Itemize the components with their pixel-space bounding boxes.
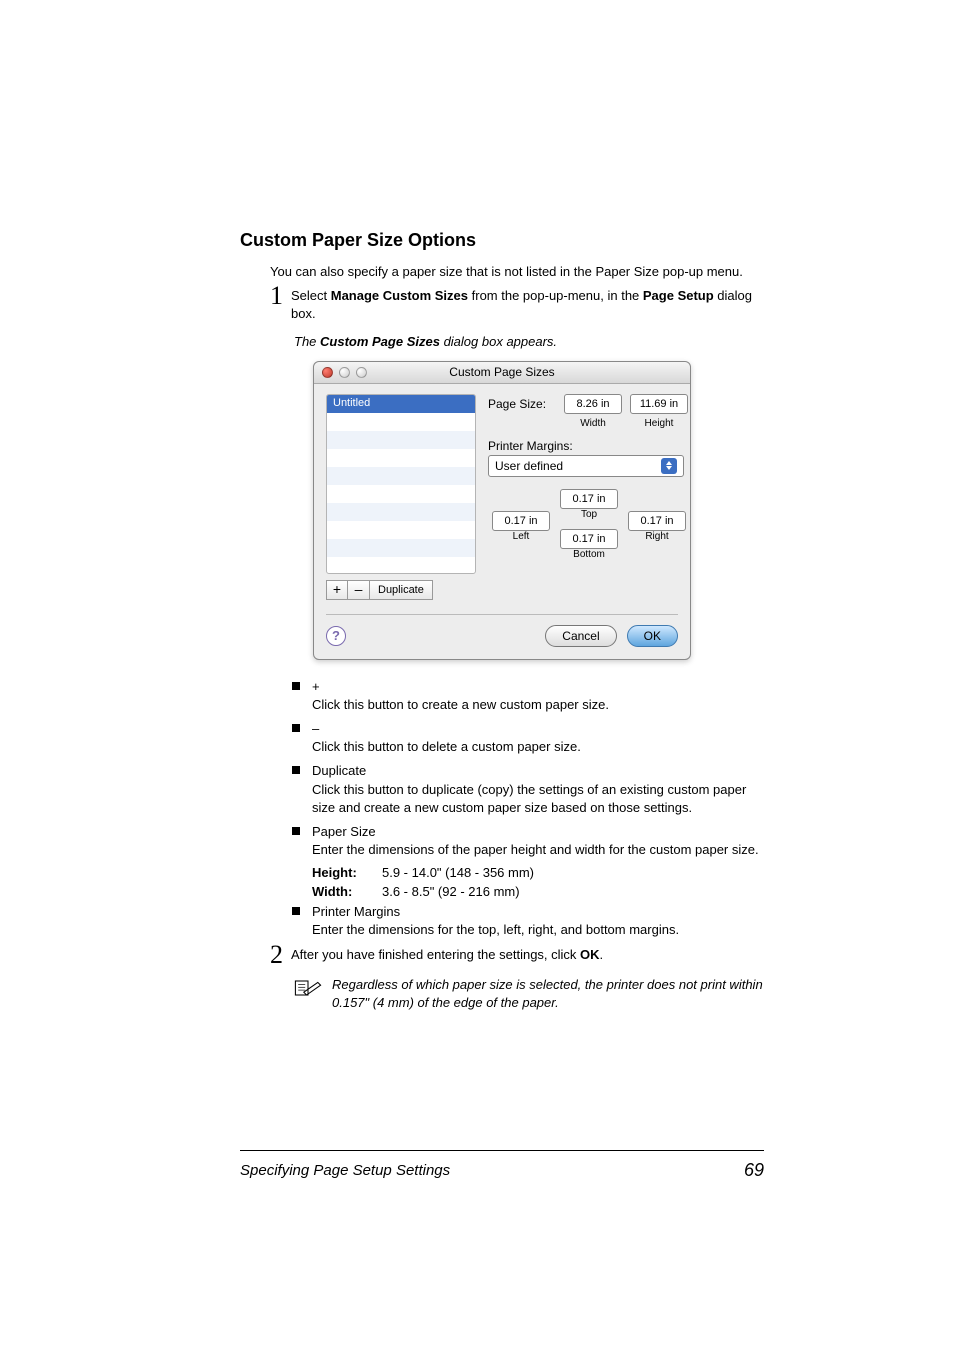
width-input[interactable]: 8.26 in xyxy=(564,394,622,414)
page-number: 69 xyxy=(744,1160,764,1181)
step-1-text: Select Manage Custom Sizes from the pop-… xyxy=(291,287,764,323)
margin-top-label: Top xyxy=(560,509,618,520)
bullet-plus-body: Click this button to create a new custom… xyxy=(312,696,764,714)
width-label: Width xyxy=(564,418,622,429)
printer-margins-label: Printer Margins: xyxy=(488,439,688,453)
ok-button[interactable]: OK xyxy=(627,625,678,647)
bullet-icon xyxy=(292,724,300,732)
bullet-margins-body: Enter the dimensions for the top, left, … xyxy=(312,921,764,939)
bullet-icon xyxy=(292,827,300,835)
step-2: 2 After you have finished entering the s… xyxy=(270,946,764,968)
custom-page-sizes-dialog: Custom Page Sizes Untitled xyxy=(313,361,691,660)
help-button[interactable]: ? xyxy=(326,626,346,646)
note-icon xyxy=(294,978,322,998)
remove-button[interactable]: – xyxy=(348,580,370,600)
intro-text: You can also specify a paper size that i… xyxy=(270,263,764,281)
bullet-minus-head: – xyxy=(312,720,764,738)
bullet-dup-body: Click this button to duplicate (copy) th… xyxy=(312,781,764,817)
options-list: + Click this button to create a new cust… xyxy=(292,678,764,860)
margin-right-label: Right xyxy=(628,531,686,542)
step-1: 1 Select Manage Custom Sizes from the po… xyxy=(270,287,764,323)
size-list[interactable]: Untitled xyxy=(326,394,476,574)
footer-rule xyxy=(240,1150,764,1151)
page-size-label: Page Size: xyxy=(488,397,556,411)
bullet-icon xyxy=(292,907,300,915)
height-label: Height xyxy=(630,418,688,429)
page-footer: Specifying Page Setup Settings 69 xyxy=(240,1160,764,1181)
note: Regardless of which paper size is select… xyxy=(294,976,764,1012)
footer-title: Specifying Page Setup Settings xyxy=(240,1162,450,1179)
step-2-text: After you have finished entering the set… xyxy=(291,946,764,964)
bullet-plus-head: + xyxy=(312,678,764,696)
bullet-minus-body: Click this button to delete a custom pap… xyxy=(312,738,764,756)
width-spec: Width: 3.6 - 8.5" (92 - 216 mm) xyxy=(312,884,764,899)
dialog-appears-note: The Custom Page Sizes dialog box appears… xyxy=(294,334,764,349)
margin-top-input[interactable]: 0.17 in xyxy=(560,489,618,509)
bullet-papersize-head: Paper Size xyxy=(312,823,764,841)
cancel-button[interactable]: Cancel xyxy=(545,625,616,647)
margin-left-input[interactable]: 0.17 in xyxy=(492,511,550,531)
dialog-title: Custom Page Sizes xyxy=(314,365,690,379)
margins-select[interactable]: User defined xyxy=(488,455,684,477)
dialog-titlebar: Custom Page Sizes xyxy=(314,362,690,384)
add-button[interactable]: + xyxy=(326,580,348,600)
margin-bottom-input[interactable]: 0.17 in xyxy=(560,529,618,549)
bullet-icon xyxy=(292,766,300,774)
height-spec: Height: 5.9 - 14.0" (148 - 356 mm) xyxy=(312,865,764,880)
bullet-margins-head: Printer Margins xyxy=(312,903,764,921)
size-list-item[interactable]: Untitled xyxy=(327,395,475,413)
margin-right-input[interactable]: 0.17 in xyxy=(628,511,686,531)
margin-left-label: Left xyxy=(492,531,550,542)
chevron-updown-icon xyxy=(661,458,677,474)
step-2-number: 2 xyxy=(270,942,283,968)
step-1-number: 1 xyxy=(270,283,283,309)
bullet-papersize-body: Enter the dimensions of the paper height… xyxy=(312,841,764,859)
duplicate-button[interactable]: Duplicate xyxy=(370,580,433,600)
bullet-dup-head: Duplicate xyxy=(312,762,764,780)
height-input[interactable]: 11.69 in xyxy=(630,394,688,414)
margin-bottom-label: Bottom xyxy=(560,549,618,560)
section-heading: Custom Paper Size Options xyxy=(240,230,764,251)
bullet-icon xyxy=(292,682,300,690)
note-text: Regardless of which paper size is select… xyxy=(332,976,764,1012)
